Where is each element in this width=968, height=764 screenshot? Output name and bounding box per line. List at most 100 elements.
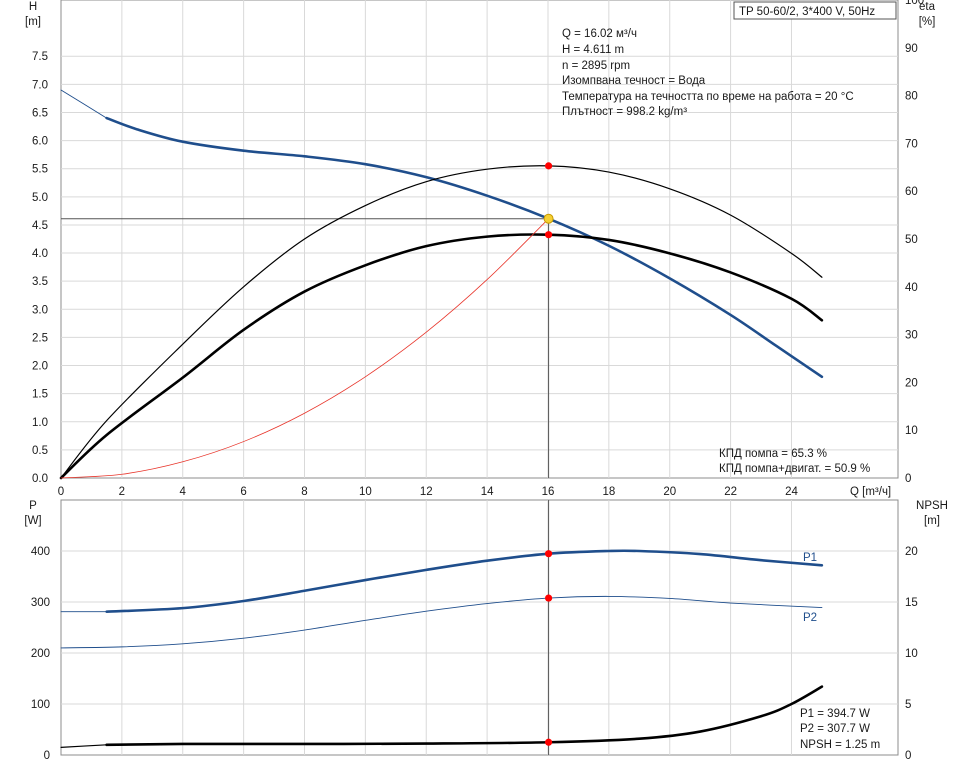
y-left-tick-label: 3.0 <box>32 304 48 316</box>
y-right-tick-label: 100 <box>905 0 924 7</box>
lower-plot-frame <box>60 499 899 756</box>
p-tick-label: 100 <box>31 699 50 711</box>
p2-series-label: P2 <box>803 612 817 624</box>
pump-title-box <box>733 1 897 20</box>
npsh-tick-label: 15 <box>905 597 918 609</box>
power-readout: P1 = 394.7 W P2 = 307.7 W NPSH = 1.25 m <box>800 708 880 751</box>
upper-left-axis-unit: [m] <box>25 16 41 28</box>
y-left-tick-label: 5.5 <box>32 164 48 176</box>
npsh-tick-label: 20 <box>905 546 918 558</box>
y-left-tick-label: 4.0 <box>32 248 48 260</box>
y-left-tick-label: 0.0 <box>32 473 48 485</box>
curve-blue-thick <box>105 116 824 379</box>
npsh-tick-label: 5 <box>905 699 911 711</box>
y-left-tick-label: 3.5 <box>32 276 48 288</box>
operating-info: Q = 16.02 м³/ч H = 4.611 m n = 2895 rpm … <box>562 28 854 118</box>
lower-right-axis-name: NPSH <box>916 500 948 512</box>
x-tick-label: 22 <box>724 486 737 498</box>
curve-red-thin <box>60 218 549 479</box>
efficiency-readout: КПД помпа = 65.3 % КПД помпа+двигат. = 5… <box>719 448 870 475</box>
y-left-tick-label: 6.5 <box>32 107 48 119</box>
upper-grid <box>61 0 898 478</box>
curve-npsh-black-thin <box>60 744 108 748</box>
reference-lines <box>61 218 550 755</box>
eta-total-marker <box>544 231 553 239</box>
p-tick-label: 300 <box>31 597 50 609</box>
x-tick-label: 24 <box>785 486 798 498</box>
y-left-tick-label: 4.5 <box>32 220 48 232</box>
x-tick-label: 16 <box>542 486 555 498</box>
y-right-tick-label: 80 <box>905 91 918 103</box>
y-left-tick-label: 0.5 <box>32 445 48 457</box>
readout-line: NPSH = 1.25 m <box>800 739 880 751</box>
curve-blue-thin <box>60 89 108 119</box>
curves <box>59 89 824 748</box>
upper-right-axis-name: eta <box>919 1 936 13</box>
curve-npsh-black-thick <box>105 685 824 747</box>
x-tick-label: 10 <box>359 486 372 498</box>
info-line: Температура на течността по време на раб… <box>562 91 854 103</box>
x-tick-label: 14 <box>481 486 494 498</box>
pump-title: TP 50-60/2, 3*400 V, 50Hz <box>739 6 875 18</box>
x-tick-label: 0 <box>58 486 64 498</box>
info-line: n = 2895 rpm <box>562 60 630 72</box>
y-right-tick-label: 0 <box>905 473 911 485</box>
lower-grid <box>61 500 898 755</box>
curve-p2-blue-thin <box>60 595 823 649</box>
npsh-tick-label: 0 <box>905 750 911 762</box>
lower-right-axis-unit: [m] <box>924 515 940 527</box>
x-tick-label: 2 <box>119 486 125 498</box>
x-tick-label: 6 <box>240 486 246 498</box>
npsh-marker <box>544 738 553 746</box>
y-right-tick-label: 70 <box>905 138 918 150</box>
info-line: Плътност = 998.2 kg/m³ <box>562 106 687 118</box>
x-tick-label: 18 <box>602 486 615 498</box>
p2-marker <box>544 594 553 602</box>
x-tick-label: 20 <box>663 486 676 498</box>
upper-left-axis-name: H <box>29 1 37 13</box>
y-right-tick-label: 90 <box>905 43 918 55</box>
y-left-tick-label: 7.0 <box>32 79 48 91</box>
y-left-tick-label: 2.0 <box>32 361 48 373</box>
info-line: H = 4.611 m <box>562 44 624 56</box>
x-axis-label: Q [m³/ч] <box>850 486 891 498</box>
lower-left-axis-unit: [W] <box>24 515 41 527</box>
x-tick-label: 8 <box>301 486 307 498</box>
x-tick-label: 4 <box>180 486 187 498</box>
readout-line: P2 = 307.7 W <box>800 723 870 735</box>
curve-black-thin <box>60 165 823 479</box>
p1-marker <box>544 550 553 558</box>
y-right-tick-label: 30 <box>905 330 918 342</box>
y-right-tick-label: 60 <box>905 186 918 198</box>
y-left-tick-label: 1.5 <box>32 389 48 401</box>
lower-left-axis-name: P <box>29 500 37 512</box>
x-tick-label: 12 <box>420 486 433 498</box>
y-right-tick-label: 40 <box>905 282 918 294</box>
p1-series-label: P1 <box>803 552 817 564</box>
eff-line: КПД помпа = 65.3 % <box>719 448 827 460</box>
duty-point-marker <box>543 213 554 224</box>
info-line: Изомпвана течност = Вода <box>562 75 706 87</box>
p-tick-label: 200 <box>31 648 50 660</box>
info-line: Q = 16.02 м³/ч <box>562 28 637 40</box>
operating-point-markers <box>543 162 554 746</box>
eff-line: КПД помпа+двигат. = 50.9 % <box>719 463 870 475</box>
y-left-tick-label: 5.0 <box>32 192 48 204</box>
y-left-tick-label: 2.5 <box>32 332 48 344</box>
upper-plot-frame <box>60 0 899 479</box>
y-left-tick-label: 7.5 <box>32 51 48 63</box>
upper-right-axis-unit: [%] <box>919 16 936 28</box>
eta-pump-marker <box>544 162 553 170</box>
readout-line: P1 = 394.7 W <box>800 708 870 720</box>
y-right-tick-label: 10 <box>905 425 918 437</box>
curve-p1-blue-thick <box>105 549 824 613</box>
y-right-tick-label: 50 <box>905 234 918 246</box>
tick-labels: 0 2 4 6 8 10 12 14 16 18 20 22 240.00.51.01.52.02.53… <box>31 0 924 762</box>
p-tick-label: 400 <box>31 546 50 558</box>
curve-black-thick <box>59 233 824 480</box>
npsh-tick-label: 10 <box>905 648 918 660</box>
y-left-tick-label: 6.0 <box>32 136 48 148</box>
p-tick-label: 0 <box>44 750 50 762</box>
y-right-tick-label: 20 <box>905 377 918 389</box>
